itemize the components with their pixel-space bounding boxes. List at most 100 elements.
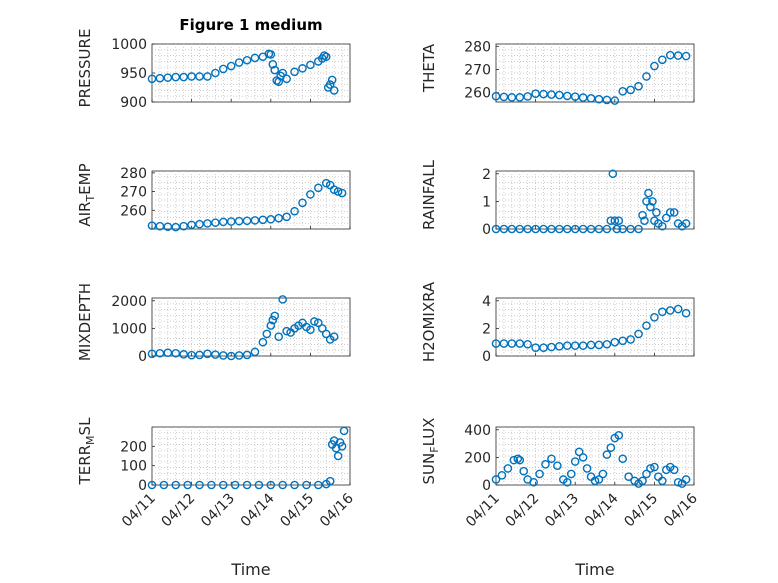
- data-point: [602, 224, 612, 234]
- data-point: [195, 350, 204, 360]
- data-point: [218, 480, 228, 490]
- x-axis-label-left: Time: [230, 560, 270, 579]
- data-point: [321, 52, 331, 62]
- data-point: [515, 339, 525, 348]
- data-point: [553, 461, 562, 470]
- data-point: [634, 224, 643, 234]
- data-point: [282, 326, 291, 336]
- data-point: [562, 477, 572, 487]
- data-point: [211, 350, 220, 359]
- data-point: [226, 61, 236, 71]
- data-point: [250, 216, 260, 225]
- data-point: [310, 317, 319, 326]
- data-point: [234, 58, 244, 67]
- subplot-4: 0 1 2 RAINFALL: [420, 159, 695, 238]
- data-point: [159, 480, 169, 490]
- data-point: [242, 350, 252, 360]
- data-series: [147, 426, 349, 490]
- y-tick-label: 0: [138, 478, 147, 494]
- data-point: [337, 188, 347, 198]
- data-point: [582, 464, 592, 473]
- data-point: [270, 311, 280, 321]
- data-point: [535, 469, 544, 479]
- data-point: [195, 72, 204, 81]
- data-point: [507, 224, 517, 234]
- y-tick-label: 2: [482, 167, 491, 183]
- data-point: [314, 318, 323, 328]
- data-point: [499, 339, 509, 348]
- data-point: [290, 67, 299, 77]
- data-point: [331, 443, 341, 453]
- data-point: [497, 471, 507, 480]
- data-point: [547, 90, 556, 99]
- data-point: [555, 90, 564, 100]
- data-point: [614, 430, 624, 440]
- y-tick-label: 900: [120, 95, 147, 111]
- data-point: [491, 91, 501, 101]
- data-point: [586, 340, 596, 350]
- data-point: [171, 72, 181, 82]
- y-tick-label: 1000: [111, 321, 147, 337]
- subplot-6: 0 2 4 H2OMIXRA: [420, 281, 695, 365]
- data-point: [610, 96, 620, 105]
- data-point: [321, 178, 331, 188]
- data-point: [586, 93, 596, 103]
- y-tick-label: 0: [482, 349, 491, 365]
- data-point: [333, 451, 343, 461]
- data-point: [302, 480, 311, 490]
- subplot-2: 260 270 280 THETA: [420, 39, 695, 105]
- data-point: [681, 475, 691, 484]
- data-point: [642, 469, 651, 479]
- y-axis-label: MIXDEPTH: [76, 283, 94, 361]
- data-point: [634, 329, 643, 339]
- data-point: [242, 55, 252, 65]
- data-point: [211, 218, 220, 227]
- data-point: [606, 443, 616, 453]
- data-point: [171, 348, 181, 358]
- data-series: [147, 178, 347, 232]
- data-point: [234, 351, 244, 360]
- data-point: [602, 450, 612, 459]
- data-point: [555, 342, 564, 351]
- data-point: [673, 304, 683, 314]
- data-point: [274, 213, 284, 223]
- data-point: [499, 224, 509, 234]
- data-point: [608, 169, 618, 179]
- data-point: [147, 221, 157, 230]
- figure-title: Figure 1 medium: [179, 16, 322, 34]
- data-point: [658, 221, 667, 231]
- data-point: [640, 216, 649, 226]
- data-point: [327, 75, 337, 85]
- data-point: [681, 51, 691, 61]
- data-point: [203, 349, 212, 359]
- data-point: [207, 480, 216, 490]
- data-point: [513, 454, 523, 464]
- y-tick-label: 0: [138, 349, 147, 365]
- data-point: [329, 86, 339, 95]
- data-point: [578, 453, 588, 462]
- y-tick-label: 100: [120, 459, 147, 475]
- data-point: [665, 306, 675, 315]
- data-point: [681, 308, 691, 318]
- data-point: [574, 447, 584, 457]
- data-point: [329, 185, 339, 195]
- data-point: [661, 213, 671, 223]
- data-point: [250, 347, 260, 357]
- data-point: [195, 219, 204, 229]
- data-point: [570, 341, 580, 350]
- data-series: [491, 430, 691, 488]
- data-point: [523, 224, 532, 234]
- data-point: [598, 469, 608, 479]
- subplot-1: 900 950 1000 PRESSURE: [76, 29, 351, 111]
- data-point: [314, 480, 323, 490]
- data-point: [325, 80, 335, 89]
- data-point: [638, 476, 647, 486]
- data-point: [570, 457, 580, 466]
- data-point: [314, 183, 323, 193]
- data-point: [531, 89, 540, 98]
- data-point: [626, 335, 635, 344]
- data-point: [634, 81, 643, 91]
- data-point: [578, 93, 588, 102]
- data-point: [650, 61, 659, 71]
- data-point: [179, 72, 188, 82]
